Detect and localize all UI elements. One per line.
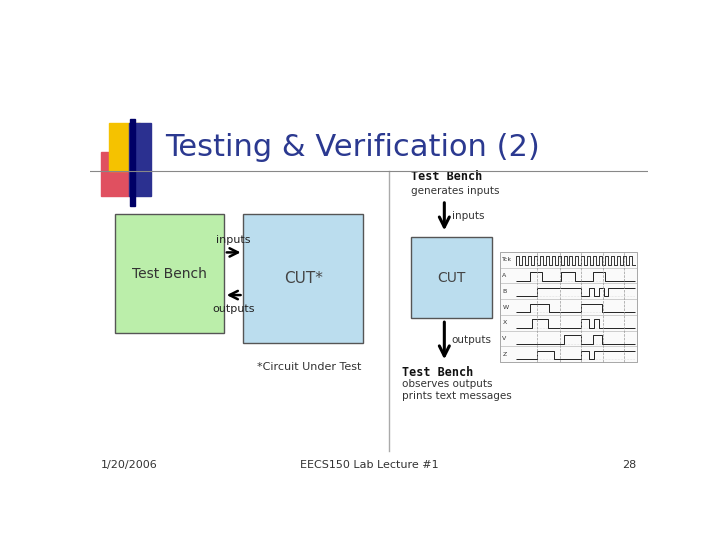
Bar xyxy=(243,214,364,343)
Bar xyxy=(109,123,140,171)
Text: EECS150 Lab Lecture #1: EECS150 Lab Lecture #1 xyxy=(300,460,438,470)
Bar xyxy=(101,152,132,196)
Text: 1/20/2006: 1/20/2006 xyxy=(101,460,158,470)
Text: A: A xyxy=(503,273,507,278)
Text: Z: Z xyxy=(503,352,507,357)
Text: prints text messages: prints text messages xyxy=(402,391,512,401)
Text: outputs: outputs xyxy=(451,335,492,345)
Text: X: X xyxy=(503,320,507,325)
Text: B: B xyxy=(503,289,507,294)
Text: Tck: Tck xyxy=(503,257,513,262)
Bar xyxy=(500,252,637,362)
Text: V: V xyxy=(503,336,507,341)
Text: Test Bench: Test Bench xyxy=(411,170,482,183)
Text: *Circuit Under Test: *Circuit Under Test xyxy=(257,362,361,372)
Bar xyxy=(115,214,224,333)
Text: Test Bench: Test Bench xyxy=(402,366,474,379)
Text: Test Bench: Test Bench xyxy=(132,267,207,281)
Text: inputs: inputs xyxy=(451,211,484,221)
Text: outputs: outputs xyxy=(212,304,255,314)
Bar xyxy=(129,123,151,196)
Text: W: W xyxy=(503,305,508,309)
Text: CUT: CUT xyxy=(437,271,466,285)
Text: inputs: inputs xyxy=(217,235,251,245)
Text: Testing & Verification (2): Testing & Verification (2) xyxy=(166,133,540,163)
Bar xyxy=(411,238,492,319)
Text: observes outputs: observes outputs xyxy=(402,379,493,389)
Text: 28: 28 xyxy=(623,460,637,470)
Text: generates inputs: generates inputs xyxy=(411,186,500,196)
Text: CUT*: CUT* xyxy=(284,272,323,286)
Bar xyxy=(130,119,135,206)
